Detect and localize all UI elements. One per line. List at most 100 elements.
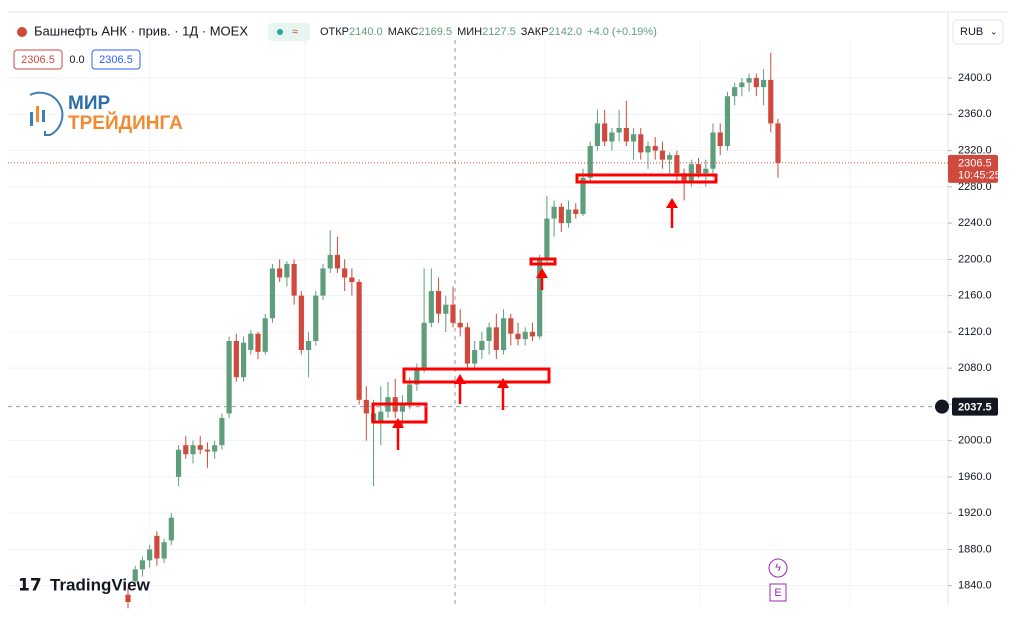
- value: 2127.5: [482, 26, 516, 38]
- y-tick-label: 1960.0: [958, 471, 992, 483]
- candle-body: [226, 340, 232, 414]
- y-tick-label: 2080.0: [958, 362, 992, 374]
- logo-line1: МИР: [68, 93, 110, 114]
- candle-body: [479, 340, 485, 351]
- candle-body: [594, 123, 601, 147]
- candle-body: [443, 304, 449, 314]
- candle-body: [204, 449, 211, 452]
- candle-body: [695, 164, 702, 174]
- last-price-label: 2306.5: [958, 158, 992, 170]
- event-flash[interactable]: [768, 558, 788, 578]
- candle-body: [515, 333, 521, 340]
- crosshair-label: 2037.5: [958, 402, 992, 414]
- candle-body: [768, 79, 774, 124]
- candle-body: [421, 322, 427, 369]
- symbol-icon: [17, 27, 27, 37]
- candle-body: [414, 368, 420, 385]
- candle-body: [623, 127, 629, 142]
- candle-body: [667, 155, 673, 160]
- candle-body: [732, 87, 738, 97]
- y-tick-label: 2280.0: [958, 181, 992, 193]
- candle-body: [609, 132, 615, 142]
- candle-body: [573, 209, 579, 215]
- label: МАКС: [388, 26, 419, 38]
- candle-body: [457, 322, 463, 328]
- candle-body: [305, 340, 312, 351]
- brand-icon: 𝟭𝟳: [18, 575, 42, 594]
- candle-body: [674, 155, 680, 174]
- annotation-box: [402, 367, 551, 384]
- candle-body: [587, 146, 593, 178]
- last-price-box: [948, 154, 998, 183]
- candle-body: [298, 295, 304, 351]
- status-badge: [268, 23, 310, 41]
- flash-icon: ϟ: [775, 562, 781, 574]
- candle-body: [703, 168, 709, 174]
- candle-body: [537, 259, 543, 337]
- candle-body: [522, 331, 528, 340]
- candle-body: [327, 254, 333, 269]
- candle-body: [739, 82, 745, 88]
- arrow-head: [536, 268, 548, 278]
- candle-body: [746, 78, 752, 83]
- candle-body: [760, 79, 767, 88]
- sell-box[interactable]: [13, 49, 63, 70]
- label: ОТКР: [320, 26, 349, 38]
- candle-body: [407, 384, 413, 403]
- dropdown-icon: ⌄: [990, 26, 998, 36]
- candle-body: [320, 268, 326, 296]
- y-tick-label: 1920.0: [958, 507, 992, 519]
- candle-body: [558, 206, 564, 224]
- candle-body: [168, 517, 174, 541]
- candle-body: [190, 445, 196, 455]
- logo: МИР ТРЕЙДИНГА: [29, 91, 183, 136]
- y-tick-label: 2320.0: [958, 144, 992, 156]
- candle-body: [233, 340, 239, 378]
- candle-body: [551, 206, 557, 219]
- candle-body: [724, 96, 731, 147]
- candle-body: [378, 411, 384, 423]
- last-time-label: 10:45:25: [958, 170, 1001, 182]
- symbol: Башнефть АНК · прив. · 1Д · MOEX: [34, 23, 248, 38]
- currency: RUB: [960, 26, 983, 38]
- event-box[interactable]: [769, 583, 787, 602]
- candles: [125, 52, 781, 609]
- spread: 0.0: [69, 54, 84, 66]
- candle-body: [688, 164, 694, 183]
- candle-body: [493, 327, 499, 351]
- label: МИН: [457, 26, 482, 38]
- logo-icon: [30, 112, 33, 126]
- candle-body: [342, 268, 348, 278]
- candle-body: [147, 549, 153, 561]
- candle-body: [464, 327, 471, 364]
- buy-price: 2306.5: [99, 54, 133, 66]
- candle-body: [472, 350, 478, 364]
- logo-icon: [36, 106, 39, 122]
- candle-body: [681, 173, 687, 183]
- y-tick-label: 2120.0: [958, 326, 992, 338]
- event-marker: E: [774, 587, 781, 599]
- currency-box[interactable]: [952, 19, 1004, 45]
- candle-body: [219, 417, 225, 446]
- candle-body: [183, 445, 189, 455]
- value: 2142.0: [548, 26, 582, 38]
- candle-body: [565, 209, 572, 224]
- candle-body: [616, 127, 622, 133]
- candle-body: [277, 268, 283, 278]
- arrow-head: [497, 378, 509, 388]
- crosshair-add: [935, 399, 949, 414]
- candle-body: [313, 295, 319, 341]
- change: +4.0 (+0.19%): [587, 26, 657, 38]
- candle-body: [428, 291, 434, 323]
- y-tick-label: 2000.0: [958, 435, 992, 447]
- candle-body: [269, 268, 276, 319]
- value: 2140.0: [349, 26, 383, 38]
- y-tick-label: 2240.0: [958, 217, 992, 229]
- candle-body: [500, 318, 507, 351]
- y-tick-label: 2200.0: [958, 253, 992, 265]
- candle-body: [717, 132, 723, 147]
- candle-body: [248, 333, 254, 351]
- buy-box[interactable]: [91, 49, 141, 70]
- arrow-head: [666, 198, 678, 208]
- candle-body: [363, 399, 369, 414]
